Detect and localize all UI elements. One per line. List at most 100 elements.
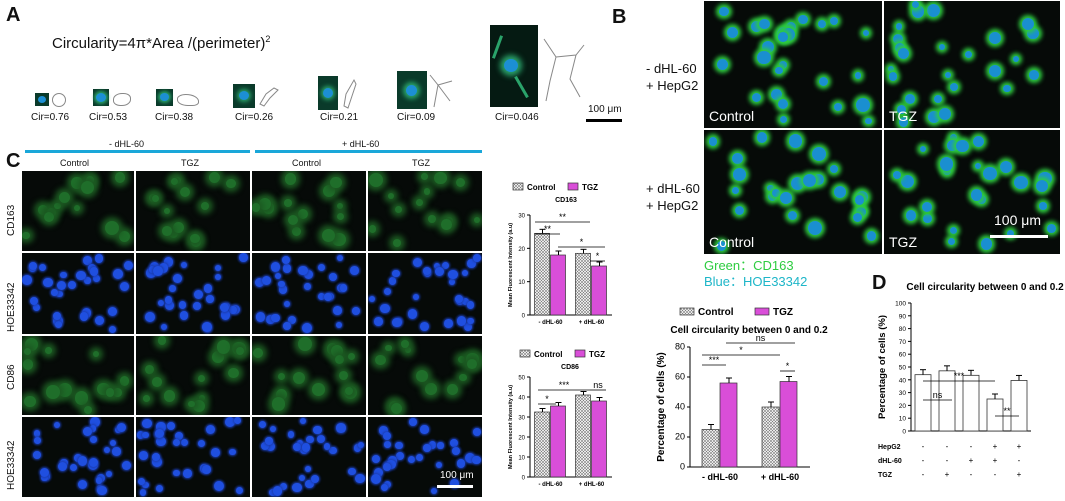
cell-spot — [292, 226, 302, 237]
cell-spot — [90, 417, 100, 427]
chart-title: Cell circularity between 0 and 0.2 — [906, 282, 1064, 293]
cell-spot — [181, 261, 188, 268]
cell-spot — [380, 303, 390, 314]
cell-spot — [298, 337, 313, 352]
cell-spot — [112, 388, 122, 398]
cell-spot — [977, 195, 986, 205]
sig-cd163-4-label: * — [596, 251, 600, 261]
cell-spot — [172, 274, 182, 284]
cell-spot — [94, 254, 104, 263]
y-tick-label: 10 — [518, 456, 525, 462]
cell-spot — [393, 239, 402, 248]
bar-control — [701, 429, 720, 468]
cell-spot — [293, 371, 306, 385]
cell-spot — [898, 117, 909, 127]
x-category-label: + dHL-60 — [579, 482, 605, 488]
cell-spot — [255, 312, 266, 323]
bar-tgz — [719, 382, 738, 468]
cell-spot — [854, 71, 862, 79]
cell-spot — [901, 174, 915, 189]
bar-tgz — [550, 254, 566, 316]
condition-sign: - — [922, 470, 925, 479]
y-tick-label: 90 — [899, 313, 907, 320]
cell-spot — [1047, 223, 1057, 233]
cell-spot — [167, 421, 176, 430]
cell-spot — [940, 157, 954, 171]
cell-spot — [887, 65, 895, 73]
cell-spot — [144, 365, 154, 375]
cell-spot — [888, 72, 898, 81]
bar-control — [575, 394, 591, 478]
cell-spot — [408, 455, 416, 463]
cell-spot — [448, 269, 458, 279]
panel-b-row1-label: - dHL-60 + HepG2 — [646, 60, 698, 94]
cir-label-3: Cir=0.38 — [155, 112, 194, 123]
cell-spot — [456, 459, 466, 469]
cell-spot — [229, 306, 237, 314]
cell-spot — [862, 29, 870, 37]
cell-spot — [57, 280, 67, 291]
cell-spot — [28, 262, 37, 271]
cell-spot — [349, 266, 359, 276]
y-tick-label: 100 — [895, 301, 906, 308]
cell-spot — [388, 277, 397, 285]
cell-spot — [284, 172, 297, 185]
condition-sign: - — [970, 442, 973, 451]
cell-spot — [396, 452, 405, 461]
cell-spot — [276, 388, 288, 400]
cell-spot — [121, 460, 131, 470]
cell-spot — [83, 426, 93, 436]
cell-spot — [313, 426, 322, 435]
cell-spot — [767, 191, 778, 202]
cell-spot — [119, 376, 130, 386]
cell-spot — [384, 344, 392, 352]
cell-spot — [150, 261, 160, 271]
x-category-label: - dHL-60 — [539, 482, 564, 488]
cell-spot — [211, 448, 220, 457]
cell-spot — [927, 3, 941, 17]
cell-spot — [172, 438, 180, 447]
cell-spot — [106, 471, 113, 478]
cell-spot — [775, 66, 783, 75]
sig-d-2-label: ns — [933, 390, 943, 400]
y-tick-label: 50 — [518, 376, 525, 382]
cell-spot — [22, 275, 32, 286]
cell-spot — [471, 455, 481, 465]
col-label-tgz-1: TGZ — [181, 158, 199, 168]
row2-line1: + dHL-60 — [646, 181, 700, 196]
panel-a-letter: A — [6, 4, 21, 26]
bar — [986, 398, 1004, 432]
cell-spot — [201, 202, 210, 211]
cell-spot — [779, 192, 792, 204]
sig-circ-2-label: * — [739, 345, 743, 355]
cell-spot — [771, 89, 782, 100]
cell-spot — [158, 263, 169, 273]
y-tick-label: 50 — [899, 365, 907, 372]
cell-spot — [95, 315, 105, 325]
cell-spot — [381, 484, 389, 492]
cell-spot — [323, 443, 331, 450]
cell-spot — [421, 173, 428, 180]
cell-spot — [788, 133, 803, 148]
x-category-label: - dHL-60 — [702, 472, 738, 482]
cell-spot — [415, 453, 424, 461]
cell-thumb-7 — [490, 25, 538, 107]
cell-spot — [202, 321, 213, 332]
cell-spot — [179, 311, 188, 320]
bar — [938, 370, 956, 432]
cell-spot — [457, 355, 466, 364]
cell-spot — [865, 117, 872, 125]
cell-spot — [375, 354, 386, 366]
cell-spot — [1027, 27, 1039, 39]
cell-spot — [32, 303, 41, 311]
cell-spot — [258, 198, 271, 211]
cir-label-1: Cir=0.76 — [31, 112, 70, 123]
cell-spot — [46, 385, 60, 399]
micrograph-c-r2c1 — [22, 253, 134, 334]
cell-spot — [318, 263, 326, 271]
cell-spot — [228, 448, 236, 456]
col-label-tgz-2: TGZ — [412, 158, 430, 168]
micrograph-b-tgz-plus — [884, 130, 1060, 254]
y-tick-label: 0 — [522, 476, 526, 482]
cell-spot — [348, 467, 357, 476]
